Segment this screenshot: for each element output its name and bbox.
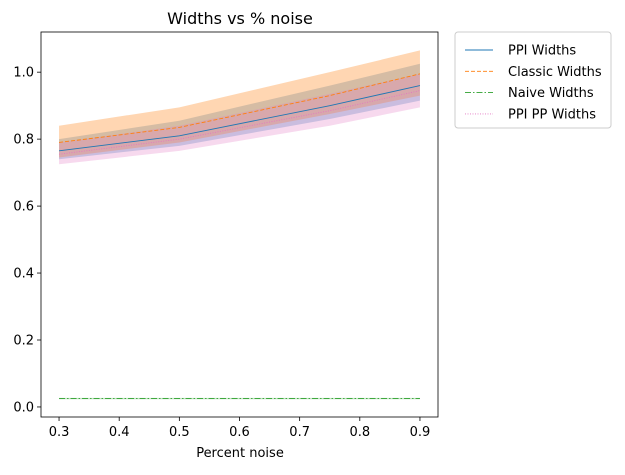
y-axis: 0.0 0.2 0.4 0.6 0.8 1.0 (13, 66, 41, 415)
chart-title: Widths vs % noise (167, 9, 313, 28)
legend-label-classic-widths: Classic Widths (508, 65, 602, 80)
legend-label-naive-widths: Naive Widths (508, 86, 594, 101)
band-naive-widths (59, 397, 420, 400)
legend-label-ppi-widths: PPI Widths (508, 44, 576, 59)
confidence-bands (59, 50, 420, 400)
y-tick-label: 0.4 (13, 267, 34, 282)
legend-frame (454, 31, 612, 129)
line-ppi-widths (58, 85, 421, 152)
x-tick-label: 0.6 (229, 425, 250, 440)
y-tick-label: 0.6 (13, 200, 34, 215)
x-axis: 0.3 0.4 0.5 0.6 0.7 0.8 0.9 (49, 417, 431, 440)
x-tick-label: 0.7 (289, 425, 310, 440)
x-tick-label: 0.5 (169, 425, 190, 440)
x-axis-label: Percent noise (196, 446, 284, 461)
x-tick-label: 0.4 (109, 425, 130, 440)
legend-label-ppi-pp-widths: PPI PP Widths (508, 107, 596, 122)
y-tick-label: 1.0 (13, 66, 34, 81)
band-ppi-widths (59, 63, 420, 160)
line-ppi-pp-widths (58, 90, 421, 155)
x-tick-label: 0.3 (49, 425, 70, 440)
y-tick-label: 0.2 (13, 334, 34, 349)
y-tick-label: 0.0 (13, 400, 34, 415)
x-tick-label: 0.9 (410, 425, 431, 440)
y-tick-label: 0.8 (13, 133, 34, 148)
series-lines (58, 73, 421, 400)
band-ppi-pp-widths (59, 73, 420, 165)
legend: PPI Widths Classic Widths Naive Widths PPI … (454, 31, 612, 129)
x-tick-label: 0.8 (349, 425, 370, 440)
line-classic-widths (58, 73, 421, 143)
